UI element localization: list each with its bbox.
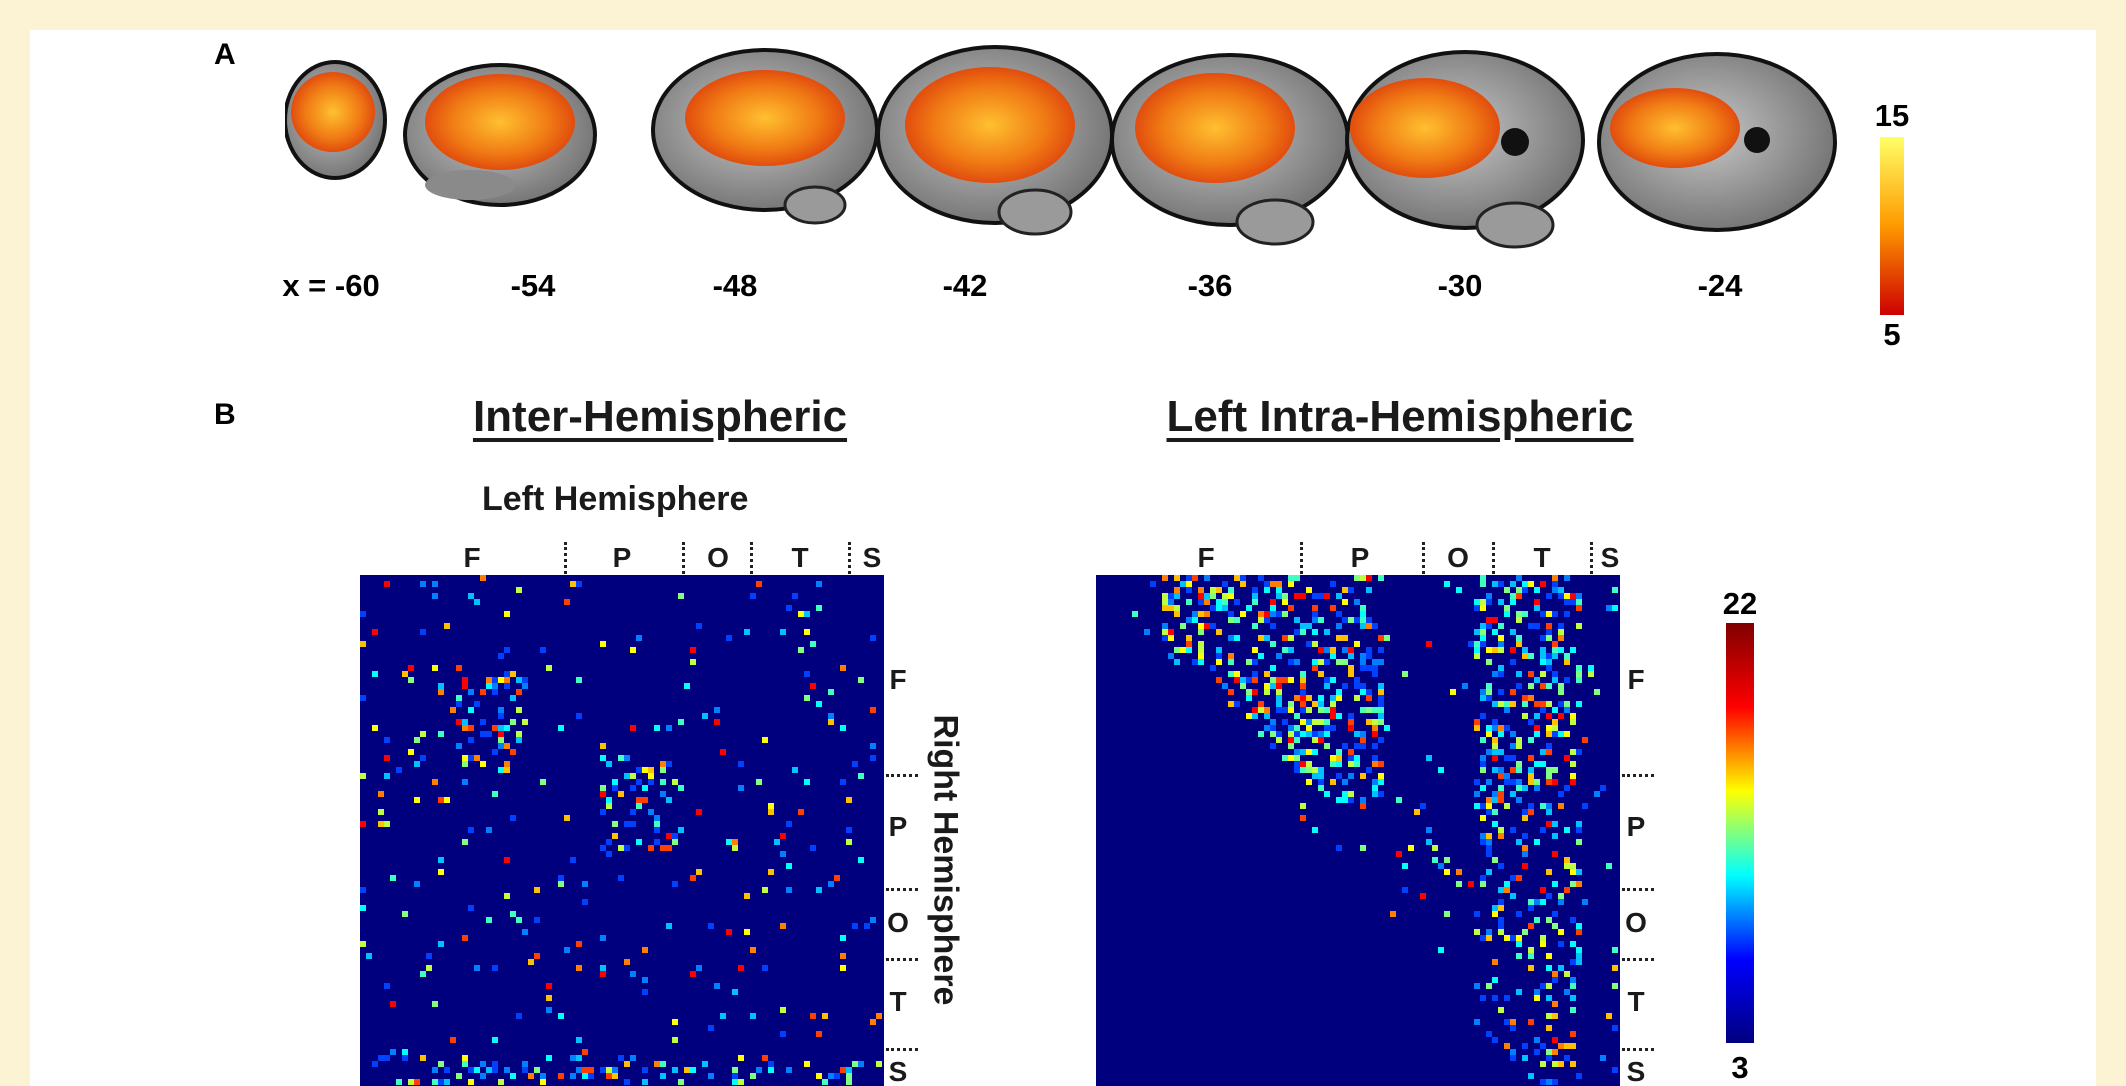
y-axis-title-right-hemisphere: Right Hemisphere — [926, 714, 965, 1006]
lobe-divider-y-right-3 — [1622, 958, 1654, 961]
lobe-divider-y-left-2 — [886, 888, 918, 891]
colorbar-b-min: 3 — [1731, 1050, 1749, 1085]
colorbar-a-max: 15 — [1874, 98, 1910, 133]
lobe-y-right-p: P — [1626, 811, 1646, 842]
lobe-x-right-t: T — [1533, 542, 1551, 573]
lobe-x-right-s: S — [1600, 542, 1620, 573]
lobe-divider-x-left-2 — [682, 542, 685, 574]
left-intra-hemispheric-matrix — [1096, 575, 1620, 1086]
lobe-divider-x-left-4 — [848, 542, 851, 574]
lobe-divider-x-right-2 — [1422, 542, 1425, 574]
brain-slice-4 — [876, 45, 1114, 236]
slice-label-1: x = -60 — [282, 268, 380, 303]
lobe-x-left-f: F — [463, 542, 481, 573]
title-inter-hemispheric: Inter-Hemispheric — [472, 392, 848, 441]
brain-slice-6 — [1345, 50, 1585, 249]
lobe-x-left-t: T — [791, 542, 809, 573]
lobe-divider-y-right-2 — [1622, 888, 1654, 891]
lobe-y-right-t: T — [1627, 986, 1645, 1017]
lobe-divider-x-left-3 — [750, 542, 753, 574]
panel-a-label: A — [214, 38, 236, 71]
figure-panel: A — [30, 30, 2096, 1086]
brain-slice-3 — [651, 48, 879, 225]
matrix-left-texture — [360, 575, 882, 1085]
lobe-y-left-p: P — [888, 811, 908, 842]
lobe-y-left-f: F — [889, 664, 907, 695]
x-axis-title-left-hemisphere: Left Hemisphere — [482, 480, 749, 518]
lobe-divider-y-right-4 — [1622, 1048, 1654, 1051]
lobe-x-right-f: F — [1197, 542, 1215, 573]
brain-slice-5 — [1110, 53, 1350, 246]
lobe-divider-y-left-3 — [886, 958, 918, 961]
lobe-divider-y-right-1 — [1622, 774, 1654, 777]
slice-label-7: -24 — [1697, 268, 1743, 303]
lobe-x-right-o: O — [1447, 542, 1469, 573]
panel-b-label: B — [214, 398, 236, 431]
colorbar-b — [1726, 623, 1754, 1043]
lobe-y-right-f: F — [1627, 664, 1645, 695]
lobe-y-left-o: O — [887, 907, 909, 938]
lobe-x-right-p: P — [1350, 542, 1370, 573]
slice-label-5: -36 — [1187, 268, 1233, 303]
lobe-y-left-t: T — [889, 986, 907, 1017]
matrix-right-texture — [1132, 575, 1618, 1085]
slice-label-2: -54 — [510, 268, 556, 303]
lobe-y-left-s: S — [888, 1056, 908, 1086]
brain-slice-7 — [1597, 52, 1837, 232]
colorbar-a — [1880, 137, 1904, 315]
lobe-divider-x-right-1 — [1300, 542, 1303, 574]
slice-label-6: -30 — [1437, 268, 1483, 303]
slice-label-4: -42 — [942, 268, 988, 303]
title-left-intra-hemispheric: Left Intra-Hemispheric — [1166, 392, 1634, 441]
brain-slice-1 — [285, 60, 387, 180]
lobe-divider-x-left-1 — [564, 542, 567, 574]
colorbar-a-min: 5 — [1883, 317, 1901, 352]
lobe-y-right-s: S — [1626, 1056, 1646, 1086]
colorbar-b-max: 22 — [1722, 586, 1758, 621]
lobe-y-right-o: O — [1625, 907, 1647, 938]
brain-slice-2 — [403, 63, 597, 207]
lobe-divider-y-left-1 — [886, 774, 918, 777]
brain-slices — [285, 40, 1865, 290]
lobe-x-left-o: O — [707, 542, 729, 573]
lobe-divider-x-right-3 — [1492, 542, 1495, 574]
lobe-divider-x-right-4 — [1590, 542, 1593, 574]
slice-label-3: -48 — [712, 268, 758, 303]
lobe-x-left-s: S — [862, 542, 882, 573]
lobe-divider-y-left-4 — [886, 1048, 918, 1051]
lobe-x-left-p: P — [612, 542, 632, 573]
inter-hemispheric-matrix — [360, 575, 884, 1086]
